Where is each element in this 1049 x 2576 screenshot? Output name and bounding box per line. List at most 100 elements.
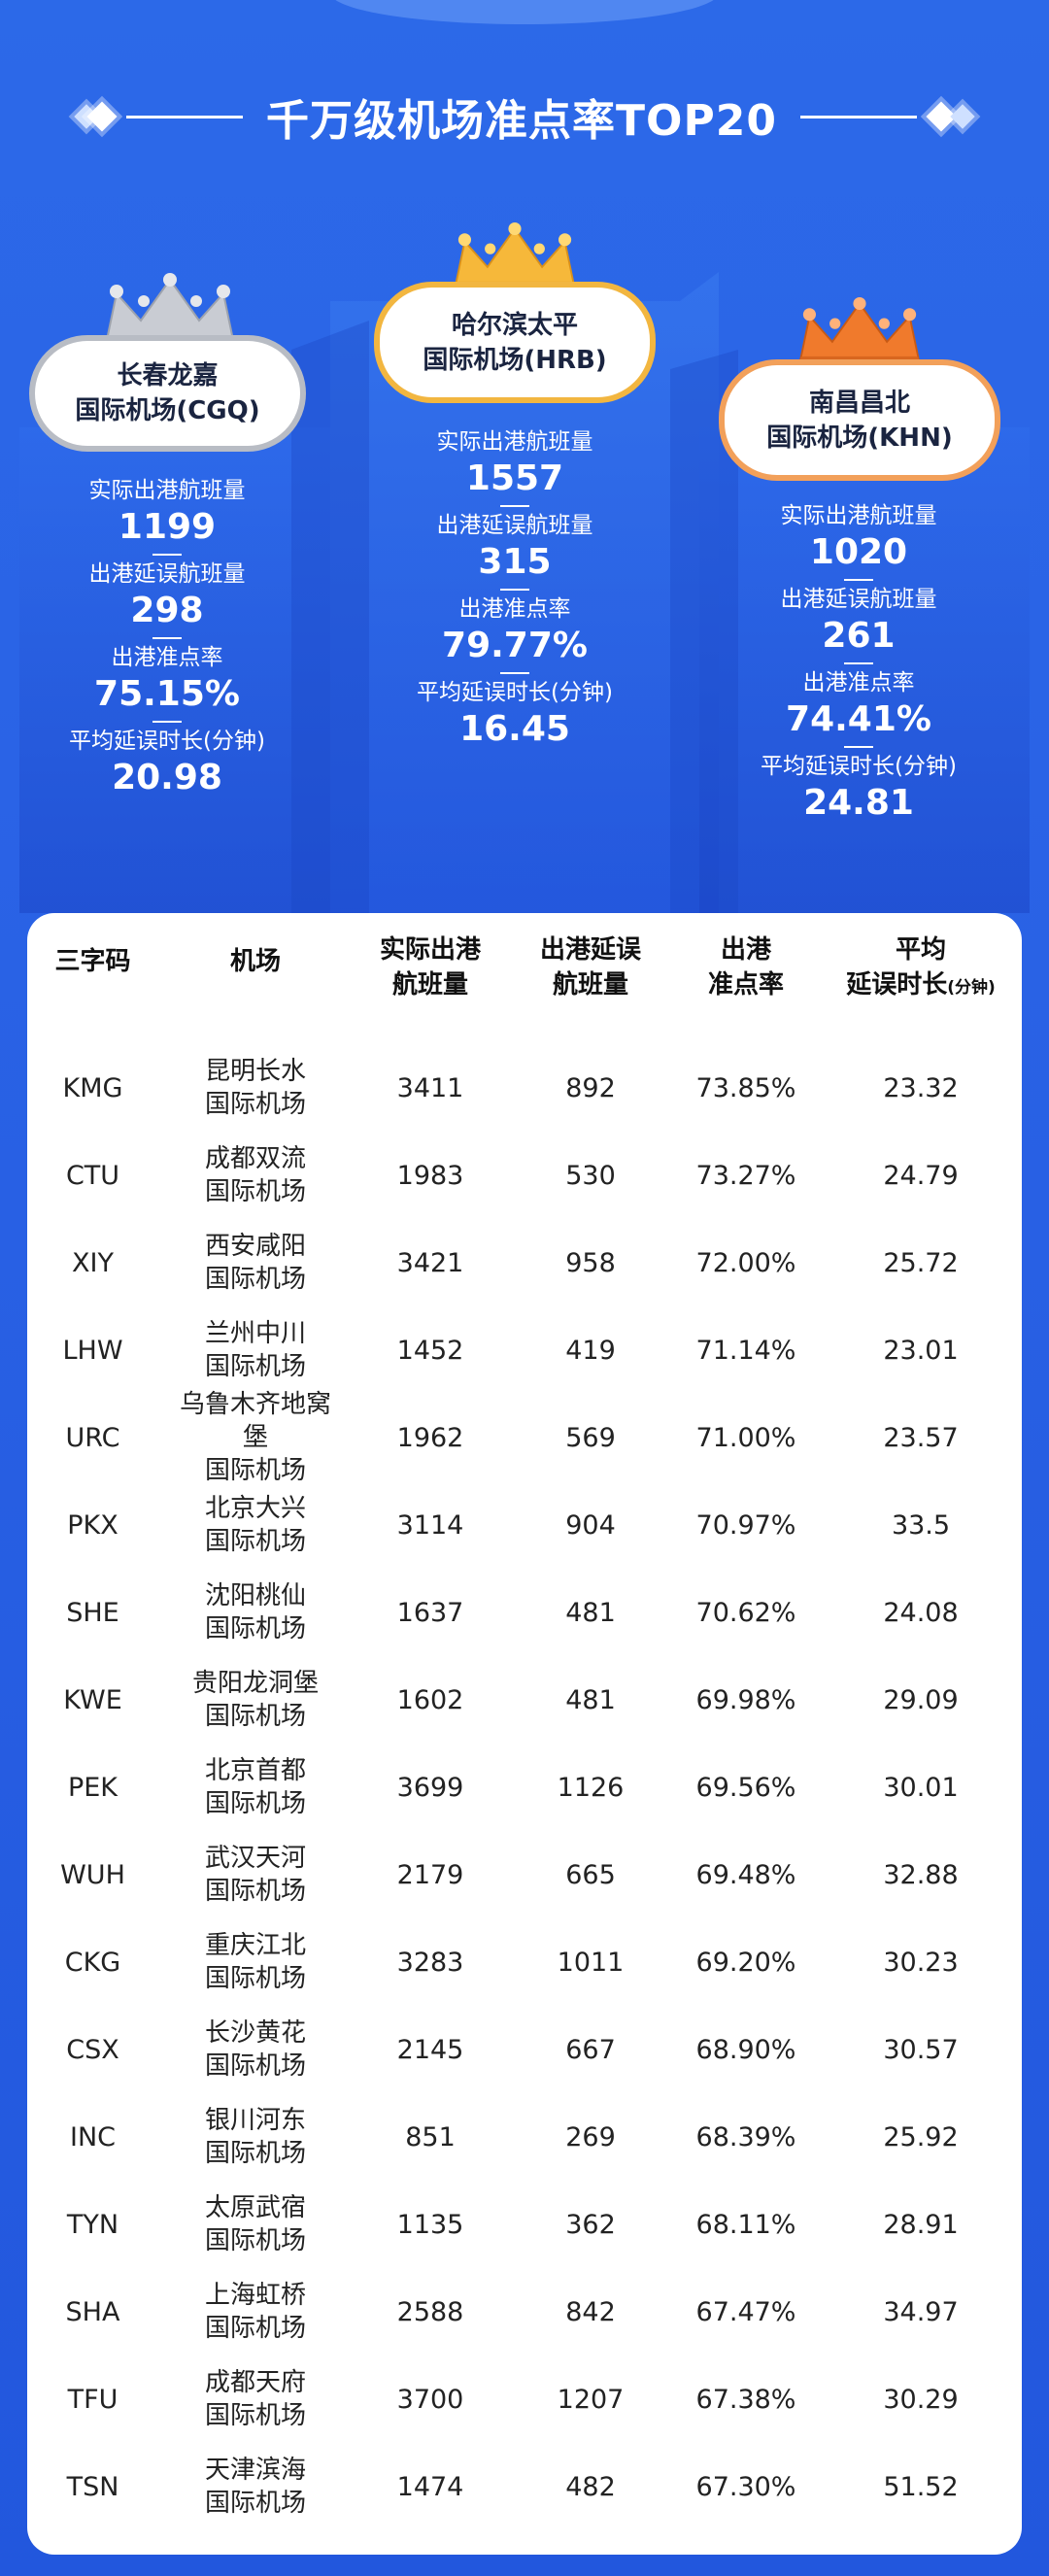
cell-code: SHA <box>65 2296 120 2327</box>
cell-airport: 重庆江北 国际机场 <box>204 1931 306 1993</box>
cell-code: CKG <box>64 1947 121 1978</box>
cell-avg-delay: 30.01 <box>883 1772 959 1803</box>
cell-airport: 西安咸阳 国际机场 <box>204 1232 306 1294</box>
table-row: INC 银川河东 国际机场 851 269 68.39% 25.92 <box>27 2093 1022 2181</box>
header-actual: 实际出港 航班量 <box>379 935 481 1000</box>
stat-label: 出港延误航班量 <box>88 561 246 587</box>
cell-avg-delay: 32.88 <box>883 1859 959 1890</box>
stat-label: 实际出港航班量 <box>780 503 937 528</box>
cell-airport: 北京大兴 国际机场 <box>204 1494 306 1556</box>
cell-ontime: 73.27% <box>695 1160 796 1191</box>
cell-delayed: 362 <box>565 2209 616 2240</box>
table-row: KMG 昆明长水 国际机场 3411 892 73.85% 23.32 <box>27 1044 1022 1132</box>
cell-actual: 1135 <box>396 2209 464 2240</box>
table-row: LHW 兰州中川 国际机场 1452 419 71.14% 23.01 <box>27 1306 1022 1394</box>
header-ontime: 出港 准点率 <box>707 935 784 1000</box>
cell-airport: 北京首都 国际机场 <box>204 1756 306 1818</box>
table-row: XIY 西安咸阳 国际机场 3421 958 72.00% 25.72 <box>27 1219 1022 1306</box>
header-airport: 机场 <box>229 947 281 976</box>
table-row: URC 乌鲁木齐地窝堡 国际机场 1962 569 71.00% 23.57 <box>27 1390 1022 1485</box>
stat-label: 平均延误时长(分钟) <box>417 680 613 705</box>
stat-label: 出港延误航班量 <box>436 513 593 538</box>
cell-delayed: 1126 <box>557 1772 625 1803</box>
cell-ontime: 67.47% <box>695 2296 796 2327</box>
table-row: WUH 武汉天河 国际机场 2179 665 69.48% 32.88 <box>27 1831 1022 1918</box>
cell-avg-delay: 23.01 <box>883 1335 959 1366</box>
third-ontime-value: 74.41% <box>786 699 931 739</box>
cell-delayed: 569 <box>565 1422 616 1453</box>
cell-airport: 贵阳龙洞堡 国际机场 <box>191 1669 319 1731</box>
table-row: SHE 沈阳桃仙 国际机场 1637 481 70.62% 24.08 <box>27 1569 1022 1656</box>
cell-airport: 天津滨海 国际机场 <box>204 2456 306 2518</box>
cell-delayed: 958 <box>565 1247 616 1278</box>
cell-avg-delay: 24.08 <box>883 1597 959 1628</box>
cell-delayed: 665 <box>565 1859 616 1890</box>
cell-actual: 1602 <box>396 1684 464 1715</box>
cell-avg-delay: 25.92 <box>883 2121 959 2152</box>
cell-ontime: 73.85% <box>695 1072 796 1103</box>
cell-code: TYN <box>66 2209 119 2240</box>
cell-airport: 兰州中川 国际机场 <box>204 1319 306 1381</box>
header-delayed: 出港延误 航班量 <box>539 935 641 1000</box>
third-delayed-value: 261 <box>822 616 896 656</box>
cell-delayed: 842 <box>565 2296 616 2327</box>
cell-avg-delay: 30.57 <box>883 2034 959 2065</box>
cell-airport: 成都天府 国际机场 <box>204 2368 306 2430</box>
cell-avg-delay: 33.5 <box>891 1509 951 1541</box>
cell-code: URC <box>65 1422 120 1453</box>
cell-ontime: 67.38% <box>695 2384 796 2415</box>
cell-code: WUH <box>60 1859 125 1890</box>
cell-ontime: 67.30% <box>695 2471 796 2502</box>
cell-delayed: 667 <box>565 2034 616 2065</box>
first-place-stats: 实际出港航班量 1557 出港延误航班量 315 出港准点率 79.77% 平均… <box>359 427 670 752</box>
second-place-airport-name: 长春龙嘉 国际机场(CGQ) <box>29 335 306 452</box>
stat-label: 实际出港航班量 <box>436 429 593 455</box>
table-header: 三字码 机场 实际出港 航班量 出港延误 航班量 出港 准点率 平均 延误时长(分钟) <box>27 932 1022 1030</box>
cell-avg-delay: 25.72 <box>883 1247 959 1278</box>
third-place-stats: 实际出港航班量 1020 出港延误航班量 261 出港准点率 74.41% 平均… <box>703 501 1014 826</box>
cell-delayed: 481 <box>565 1597 616 1628</box>
cell-airport: 昆明长水 国际机场 <box>204 1057 306 1119</box>
second-ontime-value: 75.15% <box>94 674 240 714</box>
cell-avg-delay: 28.91 <box>883 2209 959 2240</box>
cell-delayed: 269 <box>565 2121 616 2152</box>
cell-code: LHW <box>62 1335 123 1366</box>
cell-ontime: 69.98% <box>695 1684 796 1715</box>
stat-label: 出港准点率 <box>111 645 223 670</box>
page-header: 千万级机场准点率TOP20 <box>0 85 1049 148</box>
cell-ontime: 68.90% <box>695 2034 796 2065</box>
cell-actual: 1474 <box>396 2471 464 2502</box>
stat-label: 平均延误时长(分钟) <box>761 754 957 779</box>
cell-actual: 1637 <box>396 1597 464 1628</box>
cell-code: TFU <box>67 2384 118 2415</box>
cell-actual: 3700 <box>396 2384 464 2415</box>
cell-avg-delay: 34.97 <box>883 2296 959 2327</box>
cell-airport: 成都双流 国际机场 <box>204 1144 306 1206</box>
ranking-table: 三字码 机场 实际出港 航班量 出港延误 航班量 出港 准点率 平均 延误时长(分钟)… <box>27 913 1022 2555</box>
page-title: 千万级机场准点率TOP20 <box>266 96 777 146</box>
first-place-airport-name: 哈尔滨太平 国际机场(HRB) <box>374 282 656 403</box>
cell-code: KWE <box>63 1684 122 1715</box>
first-delayed-value: 315 <box>478 542 552 582</box>
title-decoration-right <box>799 101 975 132</box>
cell-code: INC <box>69 2121 116 2152</box>
cell-ontime: 69.48% <box>695 1859 796 1890</box>
stat-label: 出港准点率 <box>802 670 915 695</box>
cell-ontime: 70.97% <box>695 1509 796 1541</box>
cell-code: TSN <box>66 2471 119 2502</box>
table-row: CTU 成都双流 国际机场 1983 530 73.27% 24.79 <box>27 1132 1022 1219</box>
cell-ontime: 69.56% <box>695 1772 796 1803</box>
cell-delayed: 904 <box>565 1509 616 1541</box>
cell-avg-delay: 29.09 <box>883 1684 959 1715</box>
cell-airport: 长沙黄花 国际机场 <box>204 2018 306 2081</box>
cell-avg-delay: 23.57 <box>883 1422 959 1453</box>
third-actual-value: 1020 <box>809 532 908 572</box>
cell-delayed: 1207 <box>557 2384 625 2415</box>
third-place-airport-name: 南昌昌北 国际机场(KHN) <box>719 359 1000 481</box>
table-row: SHA 上海虹桥 国际机场 2588 842 67.47% 34.97 <box>27 2268 1022 2356</box>
cell-delayed: 892 <box>565 1072 616 1103</box>
cell-avg-delay: 30.23 <box>883 1947 959 1978</box>
cell-actual: 1962 <box>396 1422 464 1453</box>
cell-ontime: 68.39% <box>695 2121 796 2152</box>
cell-delayed: 530 <box>565 1160 616 1191</box>
